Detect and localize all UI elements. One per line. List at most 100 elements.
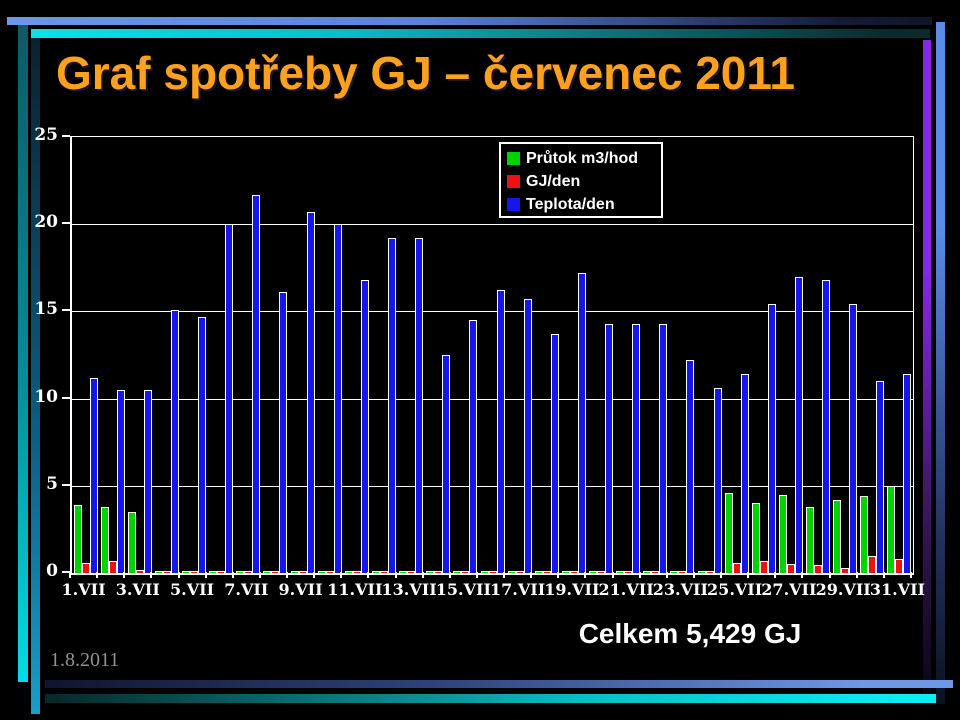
bar-GJ/den-8.VII — [271, 571, 280, 573]
bar-GJ/den-25.VII — [732, 562, 741, 573]
bar-GJ/den-3.VII — [135, 570, 144, 573]
bar-Teplota/den-14.VII — [442, 355, 451, 573]
bar-Teplota/den-6.VII — [225, 224, 234, 573]
left-blue-strip — [31, 38, 40, 714]
bar-GJ/den-18.VII — [542, 571, 551, 573]
bar-Teplota/den-30.VII — [876, 381, 885, 573]
bar-Průtok m3/hod-18.VII — [534, 571, 543, 573]
bar-Průtok m3/hod-20.VII — [589, 571, 598, 573]
bar-Průtok m3/hod-16.VII — [480, 571, 489, 573]
bar-GJ/den-29.VII — [841, 567, 850, 573]
x-axis-label-19.VII: 19.VII — [544, 580, 600, 599]
bar-Teplota/den-27.VII — [794, 276, 803, 573]
bar-GJ/den-2.VII — [108, 560, 117, 573]
x-axis-label-5.VII: 5.VII — [170, 580, 215, 599]
x-axis-label-9.VII: 9.VII — [278, 580, 323, 599]
bar-Průtok m3/hod-27.VII — [778, 494, 787, 573]
slide-date: 1.8.2011 — [50, 649, 120, 671]
y-tick-25 — [62, 135, 70, 137]
bar-Teplota/den-19.VII — [577, 273, 586, 573]
bar-GJ/den-5.VII — [190, 571, 199, 573]
legend-label-gj: GJ/den — [526, 172, 581, 190]
y-tick-5 — [62, 483, 70, 486]
bar-Teplota/den-13.VII — [415, 238, 424, 573]
bar-GJ/den-23.VII — [678, 571, 687, 573]
bar-Průtok m3/hod-22.VII — [643, 571, 652, 573]
bar-GJ/den-24.VII — [705, 571, 714, 573]
x-axis-label-27.VII: 27.VII — [761, 580, 817, 599]
bar-Průtok m3/hod-26.VII — [751, 503, 760, 573]
bar-GJ/den-16.VII — [488, 571, 497, 573]
x-axis-label-13.VII: 13.VII — [381, 580, 437, 599]
x-axis-label-11.VII: 11.VII — [327, 580, 383, 599]
chart-legend: Průtok m3/hod GJ/den Teplota/den — [499, 142, 663, 218]
bar-Teplota/den-16.VII — [496, 290, 505, 573]
bar-GJ/den-28.VII — [814, 565, 823, 573]
bar-Teplota/den-12.VII — [387, 238, 396, 573]
bar-Průtok m3/hod-30.VII — [860, 496, 869, 573]
bar-GJ/den-13.VII — [407, 571, 416, 573]
bar-GJ/den-10.VII — [325, 571, 334, 573]
bar-Průtok m3/hod-17.VII — [507, 571, 516, 573]
bar-GJ/den-12.VII — [379, 571, 388, 573]
y-tick-20 — [62, 222, 70, 225]
bar-GJ/den-14.VII — [434, 571, 443, 573]
legend-item-prutok: Průtok m3/hod — [507, 147, 661, 170]
bar-Průtok m3/hod-23.VII — [670, 571, 679, 573]
x-axis-label-1.VII: 1.VII — [61, 580, 106, 599]
bar-Průtok m3/hod-10.VII — [317, 571, 326, 573]
right-blue-strip — [936, 22, 945, 704]
bar-GJ/den-21.VII — [624, 571, 633, 573]
bar-GJ/den-22.VII — [651, 571, 660, 573]
bar-Teplota/den-15.VII — [469, 320, 478, 573]
bar-GJ/den-4.VII — [162, 571, 171, 573]
bar-Teplota/den-18.VII — [550, 334, 559, 573]
bar-GJ/den-11.VII — [352, 571, 361, 573]
bar-Teplota/den-9.VII — [306, 211, 315, 573]
y-tick-0 — [62, 571, 70, 573]
bar-Teplota/den-29.VII — [849, 304, 858, 573]
bar-GJ/den-20.VII — [597, 571, 606, 573]
bar-Průtok m3/hod-6.VII — [209, 571, 218, 573]
x-axis-label-31.VII: 31.VII — [869, 580, 926, 599]
x-axis-label-7.VII: 7.VII — [224, 580, 269, 599]
legend-swatch-red-icon — [507, 175, 520, 188]
bar-Průtok m3/hod-7.VII — [236, 571, 245, 573]
total-consumption-label: Celkem 5,429 GJ — [578, 618, 802, 649]
legend-swatch-blue-icon — [507, 198, 520, 211]
bar-Teplota/den-10.VII — [333, 224, 342, 573]
x-axis-label-23.VII: 23.VII — [652, 580, 708, 599]
bar-GJ/den-7.VII — [244, 571, 253, 573]
bottom-cyan-gradient-bar — [45, 694, 936, 703]
bar-Teplota/den-11.VII — [360, 280, 369, 573]
bar-Průtok m3/hod-12.VII — [371, 571, 380, 573]
bar-Teplota/den-7.VII — [252, 194, 261, 573]
bar-Teplota/den-1.VII — [89, 377, 98, 573]
bar-Průtok m3/hod-29.VII — [833, 499, 842, 573]
bar-Průtok m3/hod-13.VII — [399, 571, 408, 573]
bar-GJ/den-30.VII — [868, 555, 877, 573]
x-axis-label-17.VII: 17.VII — [490, 580, 546, 599]
gridline-15 — [72, 311, 913, 313]
bar-Teplota/den-31.VII — [903, 374, 912, 573]
bar-Teplota/den-5.VII — [198, 316, 207, 573]
bar-Teplota/den-21.VII — [632, 323, 641, 573]
bar-Průtok m3/hod-25.VII — [724, 492, 733, 573]
x-axis-label-21.VII: 21.VII — [598, 580, 654, 599]
bottom-blue-gradient-bar — [45, 680, 953, 688]
chart-plot-area — [70, 136, 914, 575]
bar-Průtok m3/hod-31.VII — [887, 485, 896, 573]
x-axis-label-3.VII: 3.VII — [115, 580, 160, 599]
bar-Teplota/den-23.VII — [686, 360, 695, 573]
bar-Teplota/den-2.VII — [116, 389, 125, 573]
top-blue-gradient-bar — [7, 17, 932, 25]
bar-Průtok m3/hod-15.VII — [453, 571, 462, 573]
bar-Průtok m3/hod-5.VII — [182, 571, 191, 573]
bar-GJ/den-1.VII — [81, 562, 90, 573]
bar-Teplota/den-22.VII — [659, 323, 668, 573]
x-axis-label-29.VII: 29.VII — [815, 580, 871, 599]
bar-Teplota/den-25.VII — [740, 374, 749, 573]
bar-Teplota/den-26.VII — [767, 304, 776, 573]
bar-Průtok m3/hod-19.VII — [561, 571, 570, 573]
legend-label-teplota: Teplota/den — [526, 195, 615, 213]
